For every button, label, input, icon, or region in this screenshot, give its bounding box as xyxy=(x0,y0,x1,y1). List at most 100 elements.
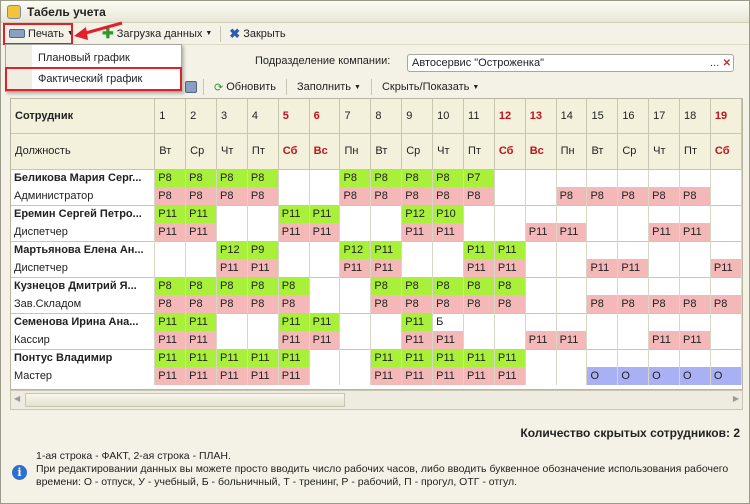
plan-cell[interactable]: Р11 xyxy=(463,367,495,385)
plan-cell[interactable]: Р11 xyxy=(370,259,403,277)
plan-cell[interactable] xyxy=(432,259,465,277)
plan-cell[interactable]: О xyxy=(679,367,711,385)
header-day[interactable]: 9 xyxy=(401,99,434,134)
fact-cell[interactable]: Р8 xyxy=(185,168,218,187)
plan-cell[interactable]: Р11 xyxy=(401,367,434,385)
fact-cell[interactable] xyxy=(309,168,341,187)
fact-cell[interactable]: Р8 xyxy=(216,276,248,295)
employee-name[interactable]: Беликова Мария Серг... xyxy=(11,168,156,187)
plan-cell[interactable]: Р11 xyxy=(432,223,465,241)
plan-cell[interactable] xyxy=(216,223,248,241)
print-button[interactable]: Печать ▼ xyxy=(5,26,78,42)
plan-cell[interactable]: Р11 xyxy=(185,223,218,241)
fact-cell[interactable] xyxy=(648,204,681,223)
employee-position[interactable]: Кассир xyxy=(11,331,156,349)
plan-cell[interactable] xyxy=(556,295,588,313)
fact-cell[interactable] xyxy=(679,312,711,331)
fact-cell[interactable] xyxy=(525,240,557,259)
plan-cell[interactable]: Р8 xyxy=(370,295,403,313)
fact-cell[interactable] xyxy=(617,312,650,331)
employee-position[interactable]: Зав.Складом xyxy=(11,295,156,313)
print-preview-icon[interactable] xyxy=(185,81,197,93)
plan-cell[interactable]: О xyxy=(617,367,650,385)
fact-cell[interactable] xyxy=(556,276,588,295)
header-day[interactable]: 10 xyxy=(432,99,465,134)
menu-item-planned-schedule[interactable]: Плановый график xyxy=(38,52,130,64)
fact-cell[interactable]: Р11 xyxy=(401,312,434,331)
fact-cell[interactable] xyxy=(710,204,742,223)
fact-cell[interactable]: Р11 xyxy=(432,348,465,367)
fact-cell[interactable] xyxy=(494,312,526,331)
fact-cell[interactable]: Р11 xyxy=(463,240,495,259)
fact-cell[interactable]: Р12 xyxy=(339,240,372,259)
fact-cell[interactable] xyxy=(309,348,341,367)
header-day[interactable]: 7 xyxy=(339,99,372,134)
plan-cell[interactable]: Р8 xyxy=(339,187,372,205)
fact-cell[interactable] xyxy=(216,312,248,331)
plan-cell[interactable]: Р11 xyxy=(494,259,526,277)
fact-cell[interactable] xyxy=(586,276,619,295)
plan-cell[interactable]: Р8 xyxy=(247,187,279,205)
plan-cell[interactable] xyxy=(309,259,341,277)
fact-cell[interactable]: Р11 xyxy=(278,348,310,367)
fact-cell[interactable] xyxy=(679,276,711,295)
fact-cell[interactable] xyxy=(463,312,495,331)
fact-cell[interactable] xyxy=(401,240,434,259)
close-button[interactable]: ✖ Закрыть xyxy=(225,24,289,44)
fact-cell[interactable]: Р8 xyxy=(247,168,279,187)
fact-cell[interactable] xyxy=(556,168,588,187)
employee-name[interactable]: Семенова Ирина Ана... xyxy=(11,312,156,331)
plan-cell[interactable]: Р8 xyxy=(586,187,619,205)
fact-cell[interactable]: Р11 xyxy=(494,240,526,259)
fact-cell[interactable]: Р8 xyxy=(370,276,403,295)
fact-cell[interactable]: Р12 xyxy=(216,240,248,259)
header-day[interactable]: 4 xyxy=(247,99,279,134)
header-day[interactable]: 13 xyxy=(525,99,557,134)
plan-cell[interactable]: Р11 xyxy=(494,367,526,385)
fact-cell[interactable] xyxy=(556,312,588,331)
header-day[interactable]: 2 xyxy=(185,99,218,134)
plan-cell[interactable]: Р8 xyxy=(463,187,495,205)
fact-cell[interactable]: Р8 xyxy=(432,276,465,295)
plan-cell[interactable] xyxy=(339,331,372,349)
employee-position[interactable]: Диспетчер xyxy=(11,259,156,277)
plan-cell[interactable]: Р8 xyxy=(586,295,619,313)
fact-cell[interactable] xyxy=(309,276,341,295)
fact-cell[interactable]: Р11 xyxy=(185,204,218,223)
fact-cell[interactable] xyxy=(586,312,619,331)
fact-cell[interactable] xyxy=(278,168,310,187)
plan-cell[interactable] xyxy=(278,187,310,205)
plan-cell[interactable] xyxy=(370,223,403,241)
fact-cell[interactable] xyxy=(339,276,372,295)
fact-cell[interactable] xyxy=(617,276,650,295)
fact-cell[interactable]: Р11 xyxy=(185,348,218,367)
fact-cell[interactable] xyxy=(648,240,681,259)
plan-cell[interactable]: Р8 xyxy=(401,187,434,205)
plan-cell[interactable] xyxy=(309,187,341,205)
plan-cell[interactable] xyxy=(710,223,742,241)
plan-cell[interactable]: О xyxy=(648,367,681,385)
fact-cell[interactable] xyxy=(370,312,403,331)
fact-cell[interactable] xyxy=(339,312,372,331)
plan-cell[interactable]: Р11 xyxy=(463,259,495,277)
employee-name[interactable]: Понтус Владимир xyxy=(11,348,156,367)
plan-cell[interactable]: Р8 xyxy=(617,187,650,205)
fact-cell[interactable] xyxy=(525,168,557,187)
fact-cell[interactable] xyxy=(494,168,526,187)
fact-cell[interactable]: Р8 xyxy=(401,168,434,187)
fact-cell[interactable] xyxy=(247,312,279,331)
fact-cell[interactable] xyxy=(309,240,341,259)
fact-cell[interactable] xyxy=(710,276,742,295)
fact-cell[interactable]: Р8 xyxy=(370,168,403,187)
plan-cell[interactable] xyxy=(710,331,742,349)
fact-cell[interactable]: Р11 xyxy=(309,204,341,223)
plan-cell[interactable] xyxy=(339,367,372,385)
fact-cell[interactable] xyxy=(679,168,711,187)
plan-cell[interactable]: Р11 xyxy=(556,331,588,349)
fact-cell[interactable] xyxy=(154,240,187,259)
fact-cell[interactable]: Р8 xyxy=(494,276,526,295)
plan-cell[interactable] xyxy=(556,367,588,385)
plan-cell[interactable]: Р11 xyxy=(278,331,310,349)
plan-cell[interactable]: Р11 xyxy=(185,331,218,349)
division-field[interactable]: Автосервис "Остроженка" … ✕ xyxy=(407,54,734,72)
